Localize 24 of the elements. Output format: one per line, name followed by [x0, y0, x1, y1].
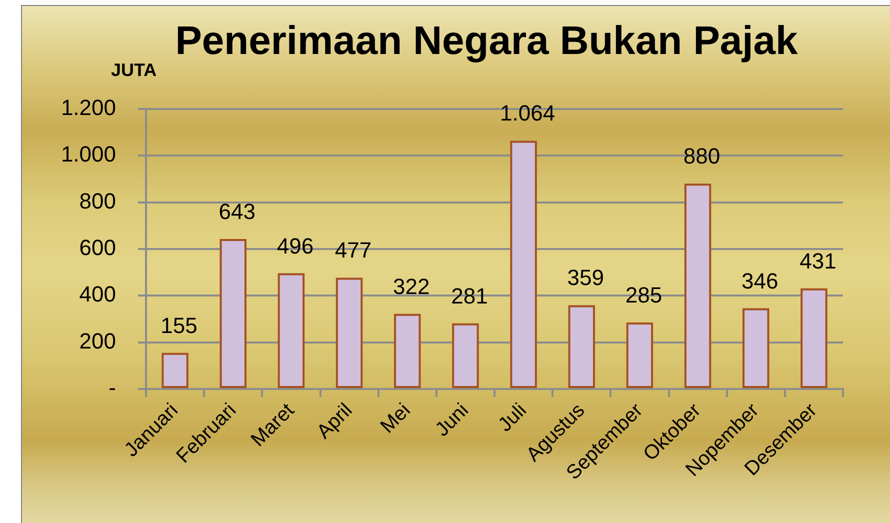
data-label: 322	[393, 274, 430, 299]
data-label: 155	[160, 312, 198, 338]
data-label: 359	[567, 265, 604, 290]
y-tick-label: 200	[79, 328, 116, 354]
data-label: 496	[276, 233, 314, 258]
data-label: 431	[800, 248, 836, 274]
data-label: 643	[218, 198, 256, 224]
data-label: 346	[742, 268, 778, 294]
x-tick-label: Juli	[494, 399, 531, 436]
y-tick-label: 1.200	[60, 95, 116, 120]
y-tick-label: 600	[79, 235, 116, 260]
data-label: 281	[451, 283, 488, 308]
chart-title: Penerimaan Negara Bukan Pajak	[175, 19, 799, 63]
data-label: 880	[683, 144, 720, 169]
x-tick-label: Mei	[376, 399, 415, 438]
y-axis-title: JUTA	[111, 60, 157, 80]
y-tick-label: 1.000	[60, 142, 116, 167]
data-label: 1.064	[500, 100, 556, 126]
x-tick-label: Juni	[431, 399, 473, 441]
data-label: 477	[334, 238, 372, 263]
data-label: 285	[625, 282, 662, 308]
y-tick-label: -	[108, 375, 116, 400]
y-tick-label: 800	[79, 188, 116, 214]
y-tick-label: 400	[79, 282, 116, 307]
